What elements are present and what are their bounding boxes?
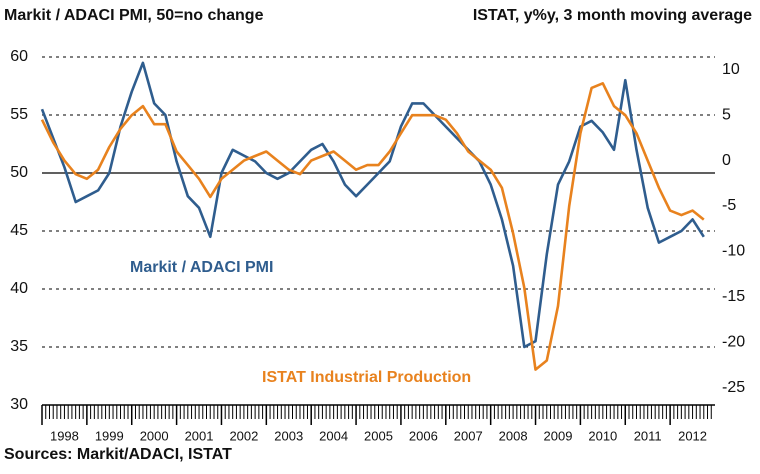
y2-tick-label: -20 <box>722 334 745 351</box>
x-tick-label: 2006 <box>409 428 438 443</box>
x-tick-label: 2003 <box>274 428 303 443</box>
chart-title: Markit / ADACI PMI, 50=no change <box>4 7 264 24</box>
y2-tick-label: 5 <box>722 106 731 123</box>
x-tick-label: 1999 <box>95 428 124 443</box>
y-tick-label: 50 <box>10 164 28 181</box>
y2-tick-label: -10 <box>722 243 745 260</box>
y-tick-label: 35 <box>10 338 28 355</box>
x-tick-label: 2007 <box>454 428 483 443</box>
x-tick-label: 2012 <box>678 428 707 443</box>
y-tick-label: 30 <box>10 396 28 413</box>
x-tick-label: 2005 <box>364 428 393 443</box>
x-tick-label: 1998 <box>50 428 79 443</box>
x-tick-label: 2011 <box>634 428 662 443</box>
y2-tick-label: 10 <box>722 61 740 78</box>
y-tick-label: 40 <box>10 280 28 297</box>
x-tick-label: 2000 <box>140 428 169 443</box>
y2-tick-label: -25 <box>722 379 745 396</box>
series-line <box>40 61 705 349</box>
source: Sources: Markit/ADACI, ISTAT <box>4 446 232 463</box>
x-tick-label: 2004 <box>319 428 348 443</box>
y2-tick-label: 0 <box>722 152 731 169</box>
x-tick-label: 2001 <box>185 428 214 443</box>
y2-tick-label: -15 <box>722 288 745 305</box>
y2-tick-label: -5 <box>722 197 736 214</box>
annotation: ISTAT Industrial Production <box>262 369 471 386</box>
x-tick-label: 2002 <box>229 428 258 443</box>
y-tick-label: 45 <box>10 222 28 239</box>
x-tick-label: 2009 <box>544 428 573 443</box>
annotation: Markit / ADACI PMI <box>130 259 273 276</box>
y-tick-label: 60 <box>10 48 28 65</box>
y-tick-label: 55 <box>10 106 28 123</box>
series-line <box>40 82 705 371</box>
x-tick-label: 2010 <box>588 428 617 443</box>
y2-title: ISTAT, y%y, 3 month moving average <box>473 7 752 24</box>
x-tick-label: 2008 <box>499 428 528 443</box>
